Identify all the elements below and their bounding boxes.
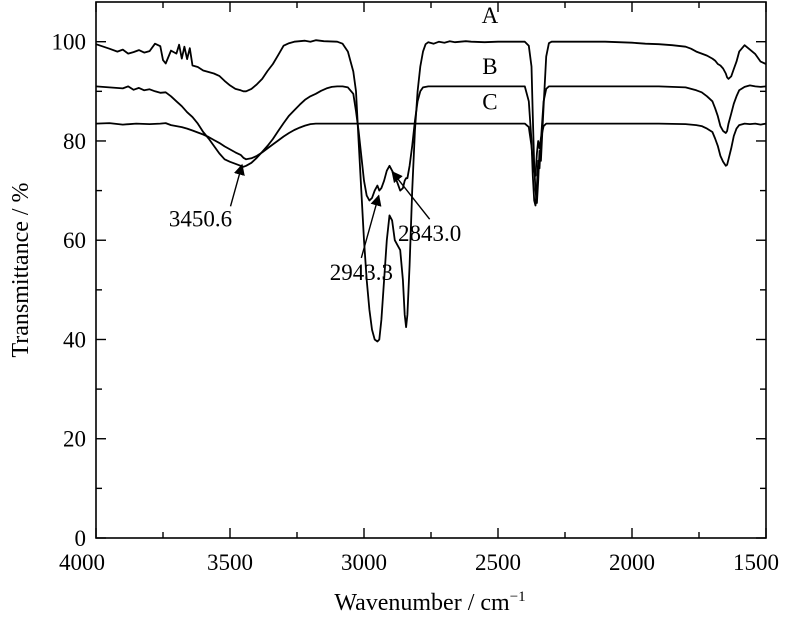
series-label-a: A: [482, 3, 499, 28]
y-tick-label: 40: [63, 327, 86, 352]
x-tick-label: 3000: [341, 550, 387, 575]
ticks-layer: 4000 3500 3000 2500 2000 1500 0 20 40 60 80 100: [52, 2, 779, 575]
plot-frame: [95, 1, 767, 539]
y-axis-title: Transmittance / %: [8, 182, 34, 357]
y-tick-label: 0: [75, 526, 87, 551]
series-layer: A BC: [95, 3, 767, 343]
annotation-label-3: 2843.0: [398, 221, 461, 246]
x-tick-label: 3500: [207, 550, 253, 575]
x-tick-label: 2500: [475, 550, 521, 575]
x-tick-label: 1500: [733, 550, 779, 575]
x-tick-label: 2000: [609, 550, 655, 575]
annotation-arrow-1: [229, 163, 245, 207]
y-tick-label: 100: [52, 30, 87, 55]
series-label-b: B: [482, 54, 497, 79]
x-axis-title: Wavenumber / cm−1: [334, 589, 525, 616]
x-axis-title-main: Wavenumber / cm: [334, 590, 510, 616]
x-axis-title-superscript: −1: [510, 589, 526, 605]
series-line-a: [95, 39, 767, 343]
y-tick-label: 80: [63, 129, 86, 154]
series-label-c: C: [482, 90, 497, 115]
series-line-c: [95, 122, 767, 177]
annotation-arrow-3: [391, 170, 431, 220]
x-tick-label: 4000: [59, 550, 105, 575]
series-line-b: [95, 84, 767, 207]
annotation-label-1: 3450.6: [169, 206, 232, 231]
annotation-arrow-2: [360, 194, 382, 259]
y-tick-label: 60: [63, 228, 86, 253]
annotation-label-2: 2943.3: [330, 260, 393, 285]
y-tick-label: 20: [63, 427, 86, 452]
